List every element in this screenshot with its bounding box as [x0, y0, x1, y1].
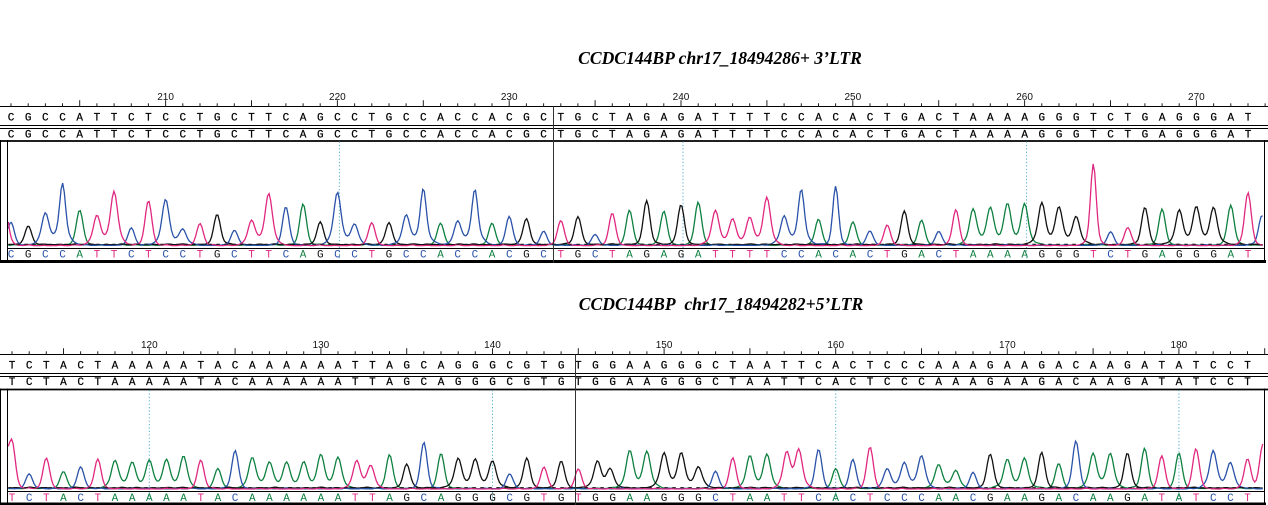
- svg-text:CCDC144BP chr17_18494282+5’LT: CCDC144BP chr17_18494282+5’LTR: [579, 294, 864, 314]
- svg-text:220: 220: [329, 92, 346, 103]
- svg-text:T T T T TT: T T T T TT T T T TT T T T T: [9, 493, 1262, 505]
- svg-text:CCDC144BP chr17_18494286+ 3’LT: CCDC144BP chr17_18494286+ 3’LTR: [578, 48, 862, 68]
- svg-text:260: 260: [1016, 92, 1033, 103]
- svg-text:G G G G G: G G G G G G G G G GGG G GGG: [8, 250, 1262, 262]
- svg-text:A A A A: A A A A A A A A A A AAAA A A: [8, 250, 1262, 262]
- svg-text:TCTACTAAAAATACAAAAAATTAGCAGGGC: TCTACTAAAAATACAAAAAATTAGCAGGGCGTGTGGAAGG…: [9, 360, 1262, 372]
- svg-text:C CC C CC C C CC CC CC C: C CC C CC C C CC CC CC C C C CC C C C C: [8, 250, 1262, 262]
- svg-text:160: 160: [827, 340, 844, 351]
- svg-text:140: 140: [484, 340, 501, 351]
- svg-text:240: 240: [673, 92, 690, 103]
- svg-text:TT T T TT T T: TT T T TT T T T TTTT T T T T T: [8, 250, 1262, 262]
- svg-text:250: 250: [844, 92, 861, 103]
- svg-text:170: 170: [999, 340, 1016, 351]
- svg-text:210: 210: [157, 92, 174, 103]
- svg-text:A AAAAA A AAAAAA A A: A AAAAA A AAAAAA A A AA AA A AA AA A AA …: [9, 493, 1262, 505]
- svg-text:180: 180: [1171, 340, 1188, 351]
- svg-text:230: 230: [501, 92, 518, 103]
- svg-text:120: 120: [141, 340, 158, 351]
- svg-text:CGCCATTCTCCTGCTTCAGCCTGCCACCAC: CGCCATTCTCCTGCTTCAGCCTGCCACCACGCTGCTAGAG…: [8, 129, 1262, 141]
- svg-text:150: 150: [656, 340, 673, 351]
- svg-text:C C C C C: C C C C C C C C CCC C C CC: [9, 493, 1262, 505]
- svg-text:130: 130: [313, 340, 330, 351]
- svg-text:270: 270: [1188, 92, 1205, 103]
- svg-text:G GGG G G GG GGG: G GGG G G GG GGG G G G: [9, 493, 1262, 505]
- svg-text:CGCCATTCTCCTGCTTCAGCCTGCCACCAC: CGCCATTCTCCTGCTTCAGCCTGCCACCACGCTGCTAGAG…: [8, 113, 1262, 125]
- svg-text:TCTACTAAAAATACAAAAAATTAGCAGGGC: TCTACTAAAAATACAAAAAATTAGCAGGGCGTGTGGAAGG…: [9, 377, 1262, 389]
